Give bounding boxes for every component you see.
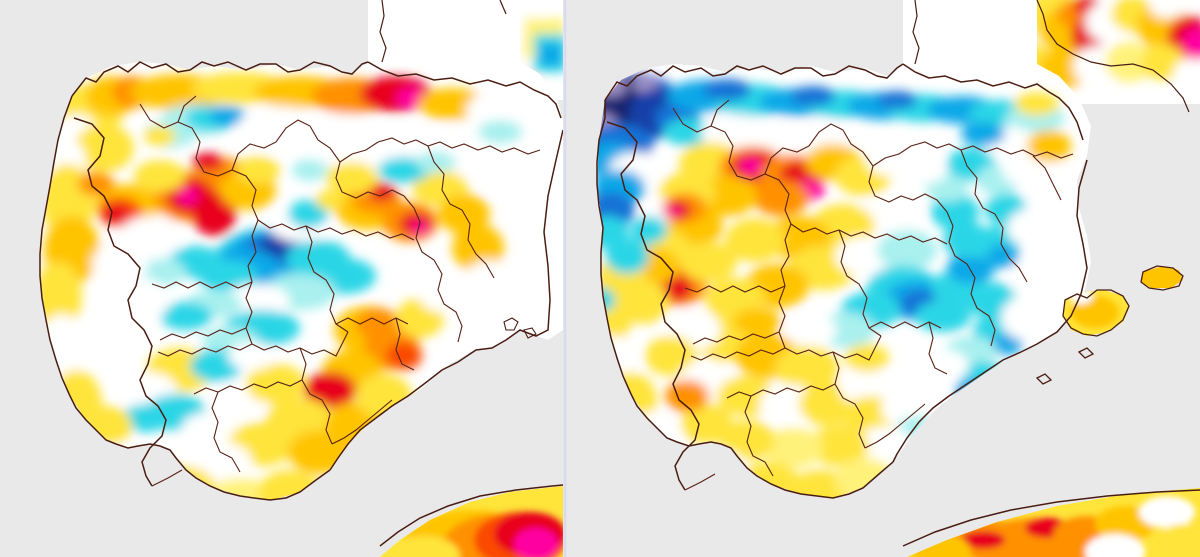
right-france-borders bbox=[912, 0, 1190, 113]
left-anomaly-map-svg bbox=[0, 0, 563, 557]
right-anomaly-map-svg bbox=[567, 0, 1200, 557]
panel-divider bbox=[563, 0, 567, 557]
balearic-islands-outline bbox=[1035, 265, 1184, 385]
right-anomaly-map-panel bbox=[567, 0, 1200, 557]
right-map-province-borders bbox=[672, 99, 1074, 491]
right-map-coastline bbox=[596, 63, 1088, 499]
left-france-borders bbox=[379, 0, 507, 63]
left-map-province-borders bbox=[139, 95, 541, 487]
left-north-africa-coastline bbox=[379, 484, 563, 547]
menorca-anomaly-field bbox=[1141, 266, 1183, 288]
right-iberia-anomaly-field bbox=[597, 0, 1091, 498]
left-anomaly-map-panel bbox=[0, 0, 563, 557]
left-island-outlines bbox=[503, 317, 537, 339]
right-north-africa-coastline bbox=[902, 489, 1200, 547]
left-map-coastline bbox=[39, 61, 563, 501]
